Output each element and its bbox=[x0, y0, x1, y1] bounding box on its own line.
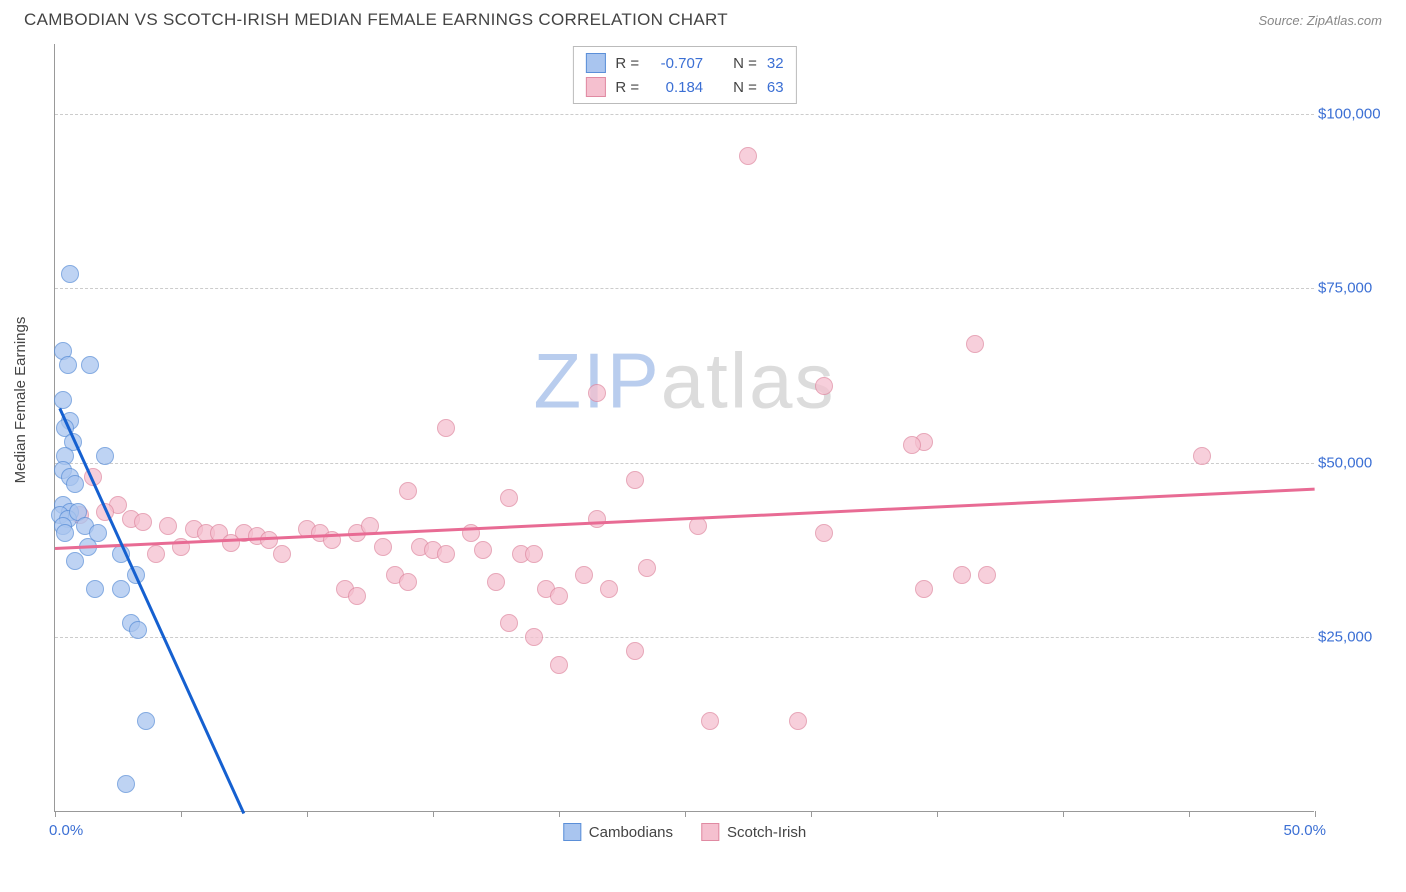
trendline-series2 bbox=[55, 487, 1315, 549]
scatter-point-series2 bbox=[915, 580, 933, 598]
x-tick bbox=[181, 811, 182, 817]
scatter-point-series2 bbox=[966, 335, 984, 353]
scatter-point-series2 bbox=[739, 147, 757, 165]
y-tick-label: $100,000 bbox=[1318, 105, 1384, 122]
x-tick bbox=[1315, 811, 1316, 817]
scatter-point-series2 bbox=[273, 545, 291, 563]
scatter-point-series2 bbox=[953, 566, 971, 584]
scatter-point-series2 bbox=[399, 573, 417, 591]
x-axis-max-label: 50.0% bbox=[1283, 822, 1326, 839]
stats-swatch bbox=[585, 53, 605, 73]
scatter-point-series2 bbox=[550, 656, 568, 674]
scatter-point-series2 bbox=[374, 538, 392, 556]
legend: Cambodians Scotch-Irish bbox=[563, 823, 806, 841]
scatter-point-series2 bbox=[222, 534, 240, 552]
scatter-point-series1 bbox=[86, 580, 104, 598]
scatter-point-series2 bbox=[399, 482, 417, 500]
scatter-point-series2 bbox=[437, 419, 455, 437]
scatter-point-series1 bbox=[54, 391, 72, 409]
scatter-point-series2 bbox=[903, 436, 921, 454]
x-tick bbox=[1189, 811, 1190, 817]
scatter-point-series2 bbox=[815, 524, 833, 542]
stats-row: R =-0.707N =32 bbox=[585, 51, 783, 75]
scatter-point-series2 bbox=[789, 712, 807, 730]
scatter-point-series1 bbox=[81, 356, 99, 374]
scatter-point-series2 bbox=[134, 513, 152, 531]
scatter-point-series2 bbox=[550, 587, 568, 605]
chart-header: CAMBODIAN VS SCOTCH-IRISH MEDIAN FEMALE … bbox=[0, 0, 1406, 36]
stats-swatch bbox=[585, 77, 605, 97]
scatter-point-series2 bbox=[626, 642, 644, 660]
stats-row: R =0.184N =63 bbox=[585, 75, 783, 99]
trendline-series1 bbox=[59, 408, 245, 814]
scatter-point-series1 bbox=[112, 580, 130, 598]
scatter-point-series2 bbox=[588, 510, 606, 528]
scatter-point-series1 bbox=[117, 775, 135, 793]
scatter-point-series1 bbox=[66, 552, 84, 570]
scatter-point-series1 bbox=[66, 475, 84, 493]
scatter-point-series1 bbox=[129, 621, 147, 639]
y-tick-label: $25,000 bbox=[1318, 629, 1384, 646]
scatter-point-series2 bbox=[815, 377, 833, 395]
scatter-point-series2 bbox=[525, 545, 543, 563]
scatter-point-series2 bbox=[500, 614, 518, 632]
legend-item-series2: Scotch-Irish bbox=[701, 823, 806, 841]
y-tick-label: $50,000 bbox=[1318, 454, 1384, 471]
chart-area: ZIPatlas R =-0.707N =32R =0.184N =63 0.0… bbox=[54, 44, 1390, 844]
scatter-point-series2 bbox=[701, 712, 719, 730]
source-attribution: Source: ZipAtlas.com bbox=[1258, 13, 1382, 28]
chart-title: CAMBODIAN VS SCOTCH-IRISH MEDIAN FEMALE … bbox=[24, 10, 728, 30]
x-tick bbox=[307, 811, 308, 817]
plot-region: ZIPatlas R =-0.707N =32R =0.184N =63 0.0… bbox=[54, 44, 1314, 812]
scatter-point-series1 bbox=[56, 524, 74, 542]
gridline bbox=[55, 463, 1314, 464]
scatter-point-series1 bbox=[96, 447, 114, 465]
scatter-point-series2 bbox=[437, 545, 455, 563]
scatter-point-series2 bbox=[525, 628, 543, 646]
x-tick bbox=[55, 811, 56, 817]
scatter-point-series2 bbox=[159, 517, 177, 535]
scatter-point-series2 bbox=[978, 566, 996, 584]
scatter-point-series2 bbox=[638, 559, 656, 577]
x-tick bbox=[811, 811, 812, 817]
scatter-point-series2 bbox=[626, 471, 644, 489]
x-tick bbox=[1063, 811, 1064, 817]
correlation-stats-box: R =-0.707N =32R =0.184N =63 bbox=[572, 46, 796, 104]
x-tick bbox=[433, 811, 434, 817]
y-axis-label: Median Female Earnings bbox=[12, 317, 29, 484]
scatter-point-series2 bbox=[487, 573, 505, 591]
scatter-point-series2 bbox=[1193, 447, 1211, 465]
scatter-point-series1 bbox=[137, 712, 155, 730]
gridline bbox=[55, 288, 1314, 289]
legend-swatch-series2 bbox=[701, 823, 719, 841]
scatter-point-series2 bbox=[588, 384, 606, 402]
scatter-point-series1 bbox=[61, 265, 79, 283]
scatter-point-series2 bbox=[474, 541, 492, 559]
y-tick-label: $75,000 bbox=[1318, 280, 1384, 297]
gridline bbox=[55, 114, 1314, 115]
scatter-point-series1 bbox=[59, 356, 77, 374]
scatter-point-series2 bbox=[600, 580, 618, 598]
x-tick bbox=[937, 811, 938, 817]
gridline bbox=[55, 637, 1314, 638]
watermark: ZIPatlas bbox=[533, 336, 835, 427]
x-tick bbox=[559, 811, 560, 817]
x-axis-min-label: 0.0% bbox=[49, 822, 83, 839]
legend-swatch-series1 bbox=[563, 823, 581, 841]
scatter-point-series2 bbox=[147, 545, 165, 563]
scatter-point-series2 bbox=[500, 489, 518, 507]
scatter-point-series2 bbox=[348, 587, 366, 605]
scatter-point-series2 bbox=[575, 566, 593, 584]
legend-item-series1: Cambodians bbox=[563, 823, 673, 841]
x-tick bbox=[685, 811, 686, 817]
